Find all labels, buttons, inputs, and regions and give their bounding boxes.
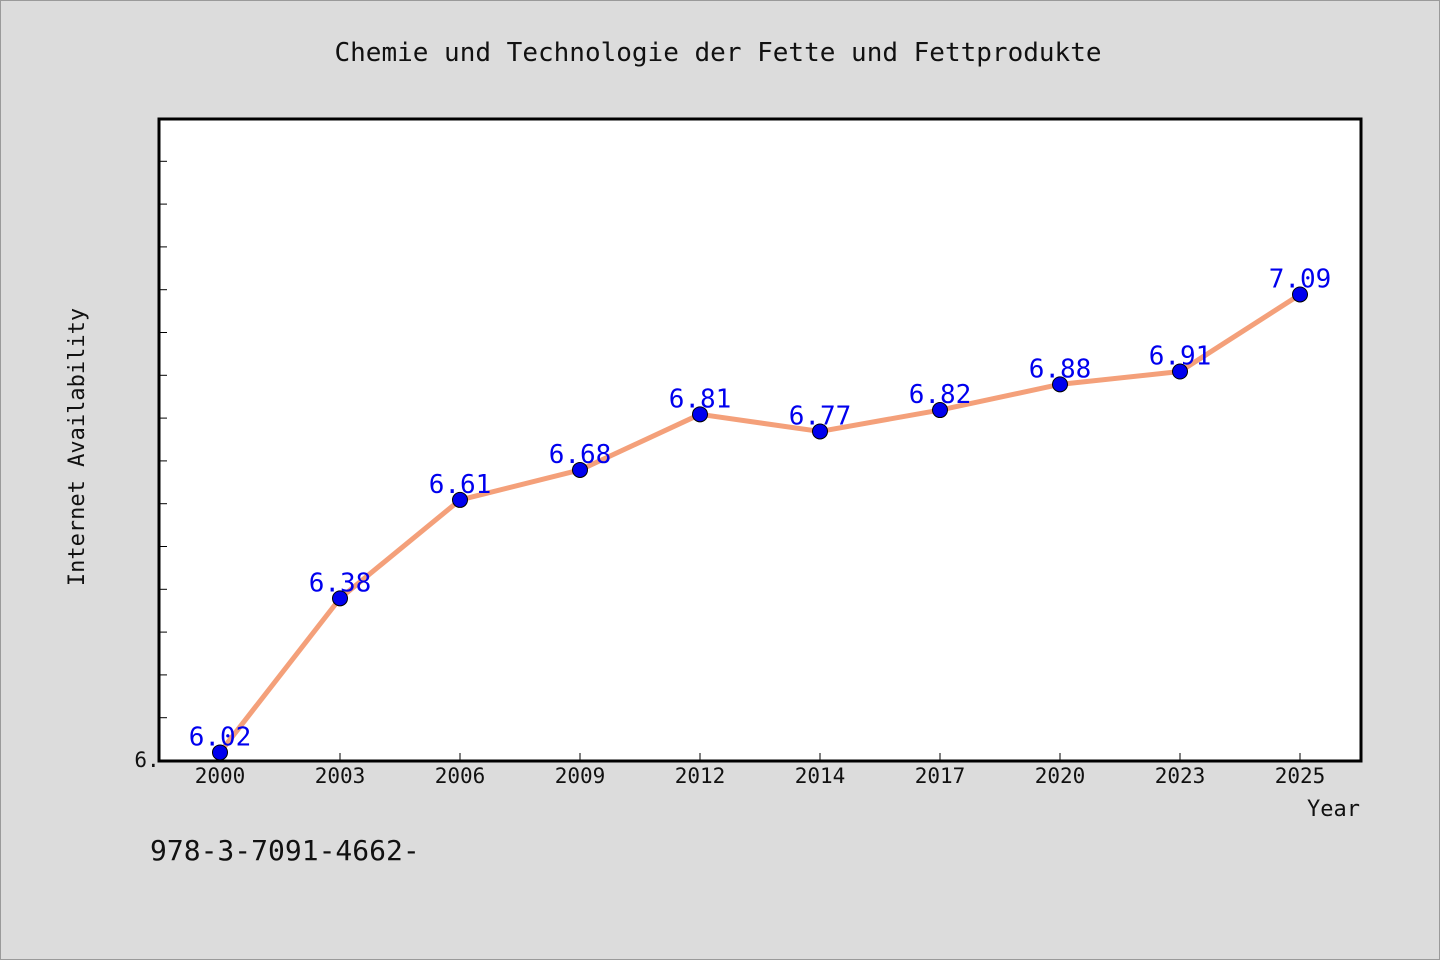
x-tick-label: 2017: [915, 764, 966, 788]
data-label: 7.09: [1269, 264, 1332, 294]
y-axis-label: Internet Availability: [65, 308, 90, 586]
data-label: 6.88: [1029, 354, 1092, 384]
x-axis-label: Year: [1307, 797, 1360, 822]
isbn-footer: 978-3-7091-4662-: [150, 834, 420, 867]
data-point: [452, 491, 468, 508]
x-tick-label: 2009: [555, 764, 606, 788]
data-label: 6.82: [909, 380, 972, 410]
data-label: 6.81: [669, 384, 732, 414]
data-label: 6.91: [1149, 342, 1212, 372]
data-point: [932, 402, 948, 419]
data-label: 6.38: [309, 568, 372, 598]
chart-title: Chemie und Technologie der Fette und Fet…: [334, 38, 1101, 68]
y-tick-label: 6.: [134, 748, 159, 772]
series-layer: 6.02 6.38 6.61 6.68 6.81 6.77 6.82 6.88 6.91 7.09: [189, 264, 1332, 761]
plot-area: [157, 117, 1363, 763]
data-point: [692, 406, 708, 423]
x-tick-label: 2006: [435, 764, 486, 788]
x-tick-label: 2012: [675, 764, 726, 788]
x-tick-label: 2020: [1035, 764, 1086, 788]
data-point: [212, 744, 228, 761]
data-point: [1052, 376, 1068, 393]
data-label: 6.68: [549, 440, 612, 470]
x-tick-label: 2000: [195, 764, 246, 788]
data-label: 6.61: [429, 470, 492, 500]
data-point: [812, 423, 828, 440]
x-axis-ticks: 2000 2003 2006 2009 2012 2014 2017 2020 2023 2025: [195, 753, 1326, 788]
x-tick-label: 2003: [315, 764, 366, 788]
series-line: [217, 291, 1303, 755]
x-tick-label: 2023: [1155, 764, 1206, 788]
data-point: [572, 461, 588, 478]
data-label: 6.02: [189, 722, 252, 752]
x-tick-label: 2025: [1275, 764, 1326, 788]
data-point: [1172, 363, 1188, 380]
data-point: [332, 590, 348, 607]
y-axis-ticks: [159, 160, 167, 761]
data-label: 6.77: [789, 401, 852, 431]
data-point: [1292, 286, 1308, 303]
x-tick-label: 2014: [795, 764, 846, 788]
